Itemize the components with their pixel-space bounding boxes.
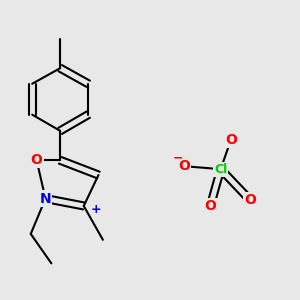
Text: N: N [40, 192, 51, 206]
Text: O: O [225, 133, 237, 147]
Text: +: + [91, 203, 102, 216]
Text: O: O [204, 199, 216, 213]
Text: O: O [244, 193, 256, 207]
Text: Cl: Cl [214, 163, 227, 176]
Text: O: O [31, 153, 43, 167]
Text: −: − [173, 152, 184, 165]
Text: O: O [178, 159, 190, 173]
